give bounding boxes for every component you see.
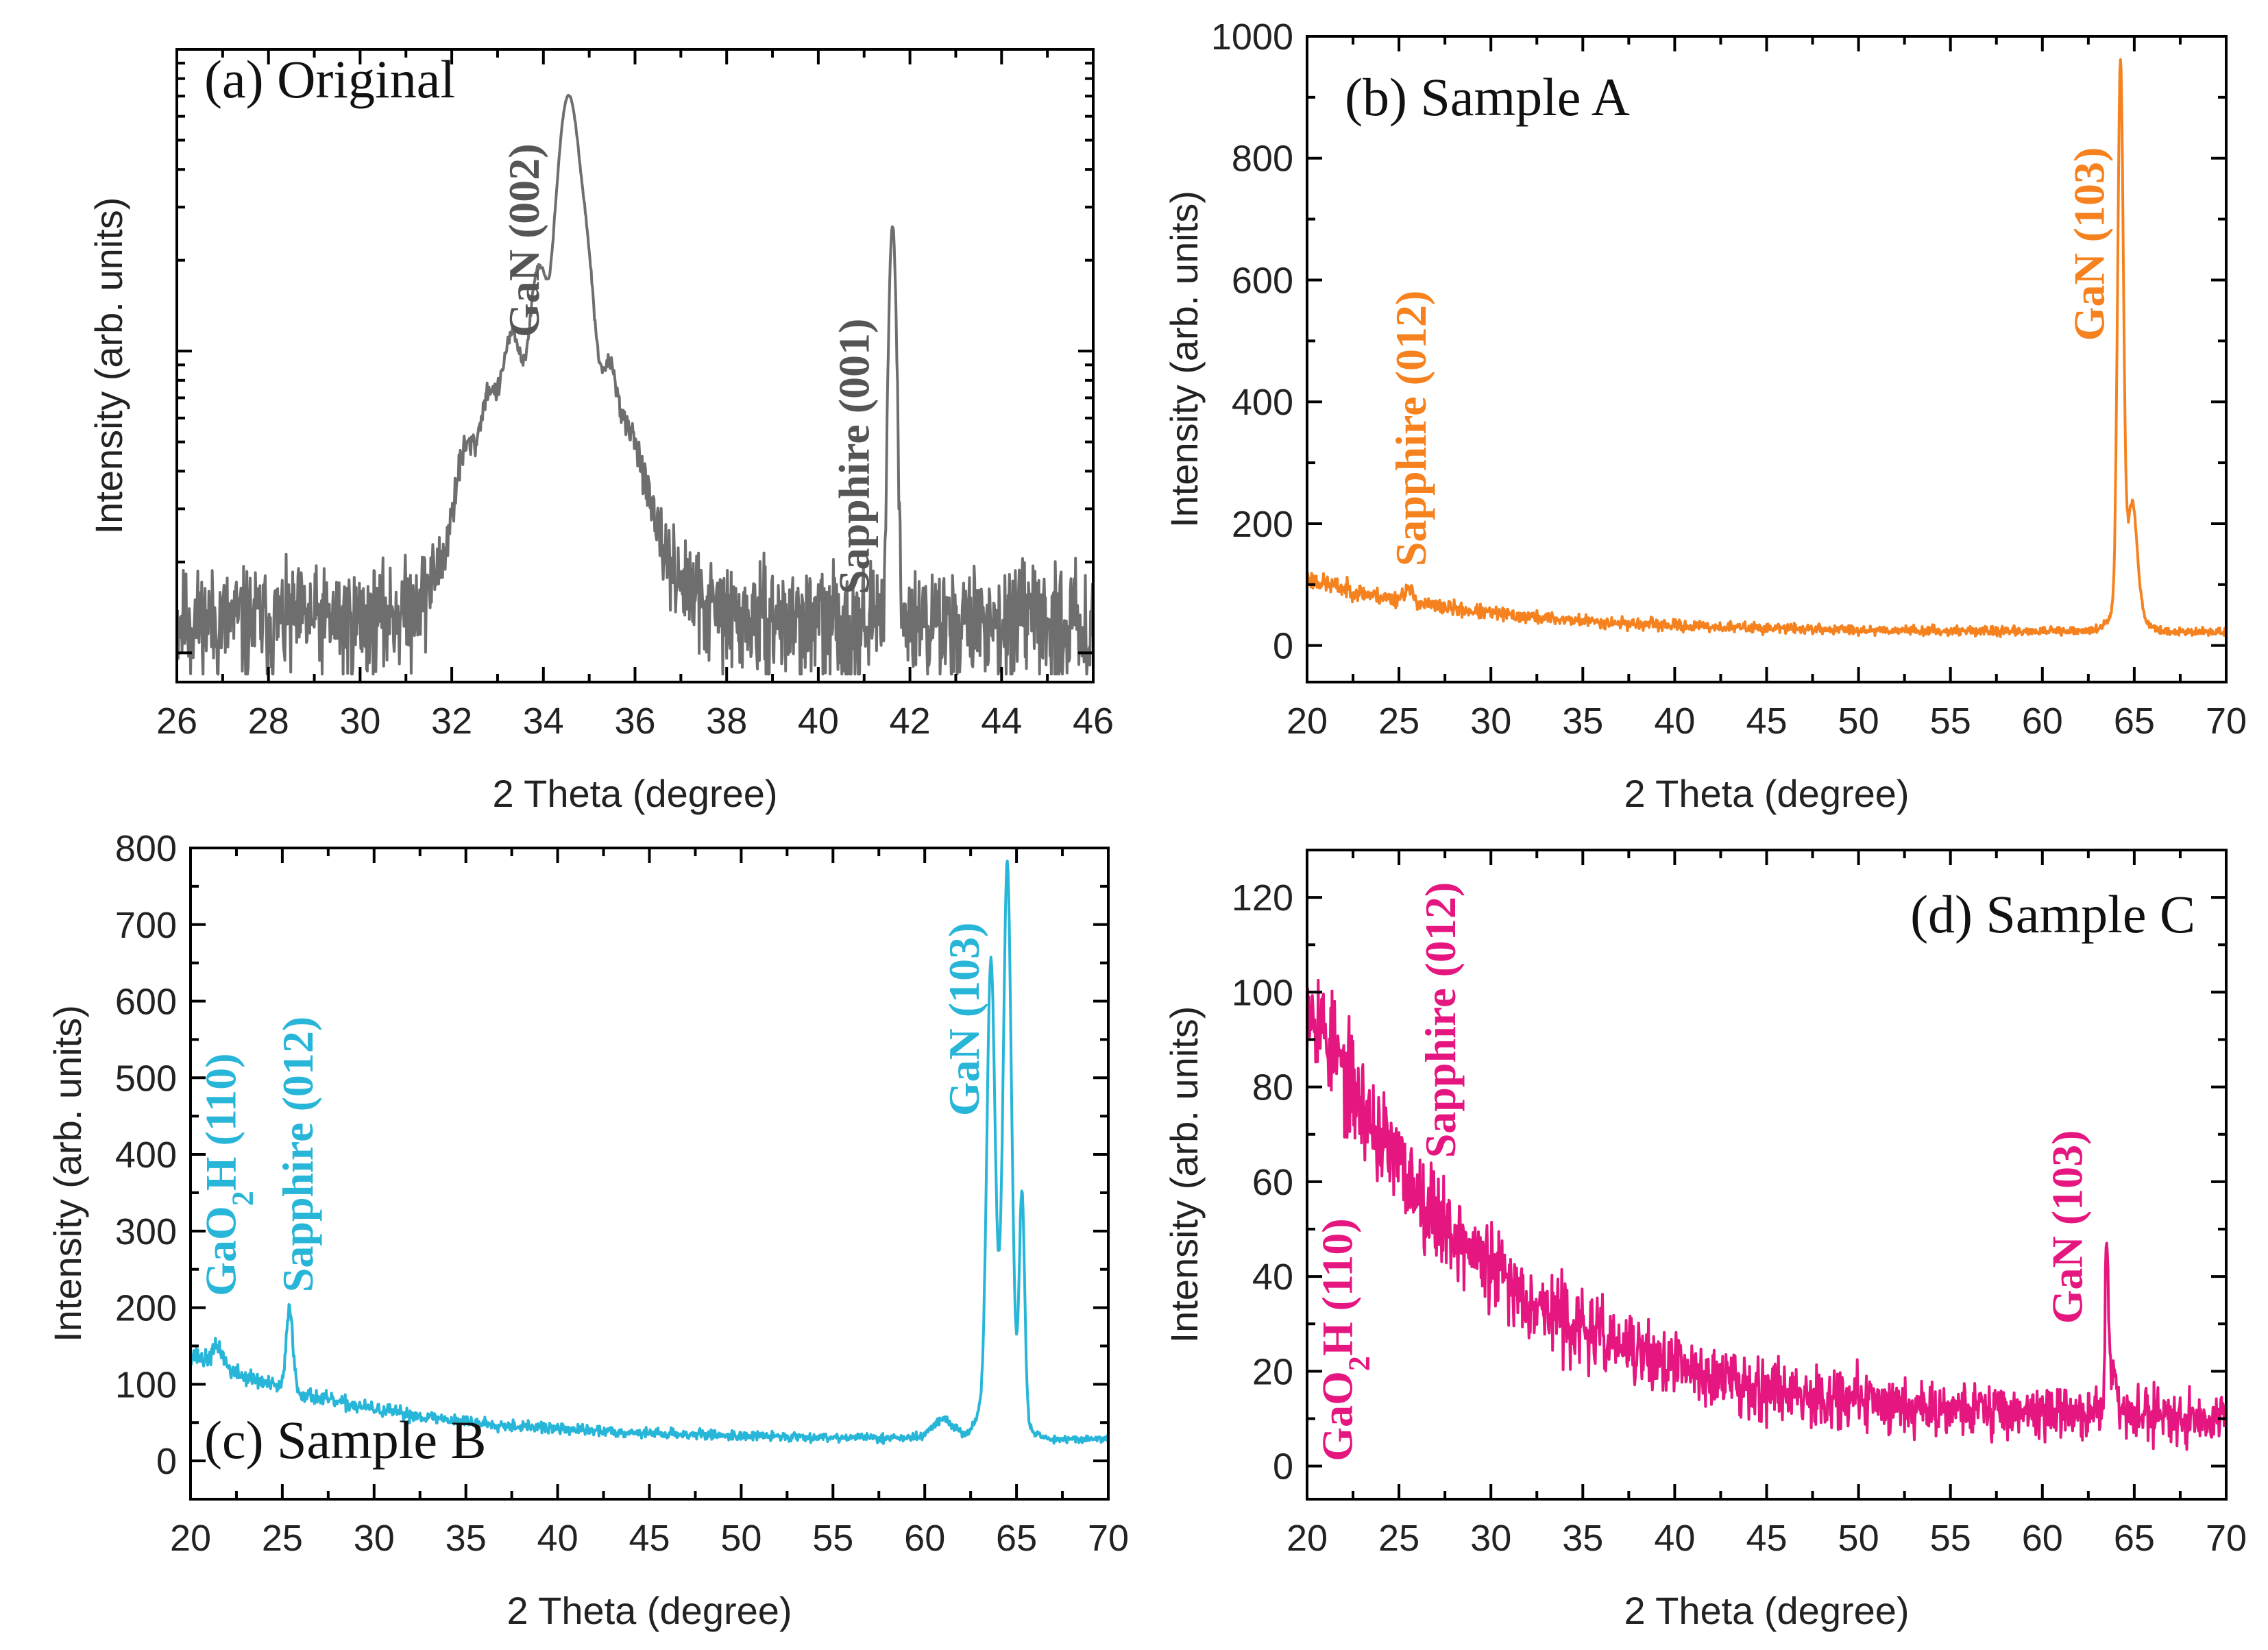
x-tick-label: 55 <box>1930 701 1971 742</box>
x-tick-label: 46 <box>1073 701 1114 742</box>
x-tick-label: 30 <box>339 701 380 742</box>
x-tick-label: 60 <box>2022 1518 2063 1559</box>
x-tick-label: 28 <box>248 701 289 742</box>
x-tick-label: 38 <box>706 701 747 742</box>
y-tick-label: 600 <box>1232 260 1293 301</box>
x-tick-label: 45 <box>1746 701 1787 742</box>
x-tick-label: 65 <box>2114 701 2155 742</box>
y-tick-label: 40 <box>1252 1257 1293 1298</box>
panel-title: (a) Original <box>204 49 455 109</box>
y-tick-label: 800 <box>115 828 177 869</box>
y-tick-label: 0 <box>156 1441 177 1482</box>
x-axis-title: 2 Theta (degree) <box>507 1589 792 1632</box>
panel-a-original: 26 28 30 32 34 36 38 40 42 44 46 2 Theta (degree) In… <box>87 48 1114 815</box>
x-tick-label: 34 <box>523 701 564 742</box>
x-tick-label: 50 <box>1838 1518 1879 1559</box>
peak-annotation: GaN (002) <box>500 143 548 337</box>
x-tick-label: 20 <box>170 1518 211 1559</box>
y-axis-title: Intensity (arb. units) <box>1162 1006 1206 1344</box>
series-line-2 <box>189 860 1110 1445</box>
y-tick-label: 400 <box>115 1135 177 1176</box>
x-tick-label: 44 <box>981 701 1022 742</box>
series-line-3 <box>1306 978 2228 1451</box>
y-tick-label: 0 <box>1273 1446 1293 1488</box>
x-tick-label: 50 <box>1838 701 1879 742</box>
x-tick-label: 65 <box>996 1518 1037 1559</box>
y-tick-label: 20 <box>1252 1351 1293 1392</box>
x-tick-label: 45 <box>1746 1518 1787 1559</box>
x-tick-label: 25 <box>1378 1518 1419 1559</box>
x-tick-label: 35 <box>1562 701 1603 742</box>
plot-frame-1 <box>1306 35 2228 683</box>
y-tick-label: 500 <box>115 1058 177 1099</box>
x-tick-label: 30 <box>1470 1518 1511 1559</box>
x-tick-label: 35 <box>1562 1518 1603 1559</box>
peak-annotation: Sapphire (001) <box>829 319 878 594</box>
y-tick-label: 0 <box>1273 626 1293 667</box>
peak-annotation: GaN (103) <box>940 923 988 1117</box>
x-tick-label: 35 <box>446 1518 487 1559</box>
x-tick-label: 40 <box>537 1518 578 1559</box>
y-axis-title: Intensity (arb. units) <box>1162 191 1206 528</box>
y-tick-label: 60 <box>1252 1162 1293 1203</box>
x-tick-label: 36 <box>614 701 655 742</box>
x-tick-label: 45 <box>629 1518 670 1559</box>
x-tick-label: 50 <box>720 1518 761 1559</box>
panel-title: (d) Sample C <box>1910 884 2195 944</box>
x-tick-label: 55 <box>812 1518 853 1559</box>
x-tick-label: 26 <box>156 701 197 742</box>
x-tick-label: 42 <box>890 701 931 742</box>
x-tick-label: 70 <box>1088 1518 1129 1559</box>
panel-d-sample-c: 20 25 30 35 40 45 50 55 60 65 70 0 20 40 60 80 100 120 2 T… <box>1162 849 2247 1632</box>
x-tick-label: 55 <box>1930 1518 1971 1559</box>
x-tick-label: 20 <box>1287 1518 1328 1559</box>
y-tick-label: 1000 <box>1211 16 1293 58</box>
x-tick-label: 60 <box>2022 701 2063 742</box>
series-line-0 <box>175 93 1095 676</box>
x-tick-label: 70 <box>2206 701 2247 742</box>
x-tick-label: 60 <box>904 1518 945 1559</box>
y-tick-label: 600 <box>115 982 177 1023</box>
x-axis-title: 2 Theta (degree) <box>1624 772 1909 815</box>
x-tick-label: 25 <box>1378 701 1419 742</box>
y-tick-label: 100 <box>1232 972 1293 1013</box>
y-tick-label: 800 <box>1232 138 1293 180</box>
y-tick-label: 400 <box>1232 382 1293 423</box>
peak-annotation: GaN (103) <box>2065 147 2114 341</box>
x-tick-label: 65 <box>2114 1518 2155 1559</box>
panel-title: (b) Sample A <box>1345 67 1630 127</box>
x-tick-label: 40 <box>1654 1518 1695 1559</box>
x-tick-label: 40 <box>1654 701 1695 742</box>
x-axis-title: 2 Theta (degree) <box>492 772 777 815</box>
x-tick-label: 32 <box>431 701 472 742</box>
x-tick-label: 20 <box>1287 701 1328 742</box>
y-axis-title: Intensity (arb. units) <box>87 197 130 535</box>
x-tick-label: 25 <box>262 1518 303 1559</box>
peak-annotation: GaO2H (110) <box>197 1053 260 1296</box>
y-tick-label: 200 <box>1232 504 1293 545</box>
x-tick-label: 30 <box>354 1518 395 1559</box>
y-tick-label: 700 <box>115 905 177 946</box>
panel-c-sample-b: 20 25 30 35 40 45 50 55 60 65 70010020030040050060… <box>46 828 1129 1632</box>
peak-annotation: Sapphire (012) <box>273 1017 322 1292</box>
y-tick-label: 200 <box>115 1288 177 1329</box>
peak-annotation: Sapphire (012) <box>1387 291 1435 566</box>
y-tick-label: 300 <box>115 1211 177 1252</box>
y-tick-label: 120 <box>1232 877 1293 919</box>
x-axis-title: 2 Theta (degree) <box>1624 1589 1909 1632</box>
y-axis-title: Intensity (arb. units) <box>46 1005 89 1342</box>
x-tick-label: 30 <box>1470 701 1511 742</box>
peak-annotation: GaN (103) <box>2043 1130 2091 1324</box>
peak-annotation: Sapphire (012) <box>1416 882 1465 1158</box>
y-tick-label: 100 <box>115 1364 177 1405</box>
x-tick-label: 70 <box>2206 1518 2247 1559</box>
x-tick-label: 40 <box>798 701 839 742</box>
series-line-1 <box>1306 58 2228 638</box>
y-tick-label: 80 <box>1252 1067 1293 1108</box>
panel-b-sample-a: 20 25 30 35 40 45 50 55 60 65 70 0 200 400 600 800 1000 2… <box>1162 16 2247 815</box>
peak-annotation: GaO2H (110) <box>1313 1218 1376 1461</box>
panel-title: (c) Sample B <box>204 1410 487 1470</box>
